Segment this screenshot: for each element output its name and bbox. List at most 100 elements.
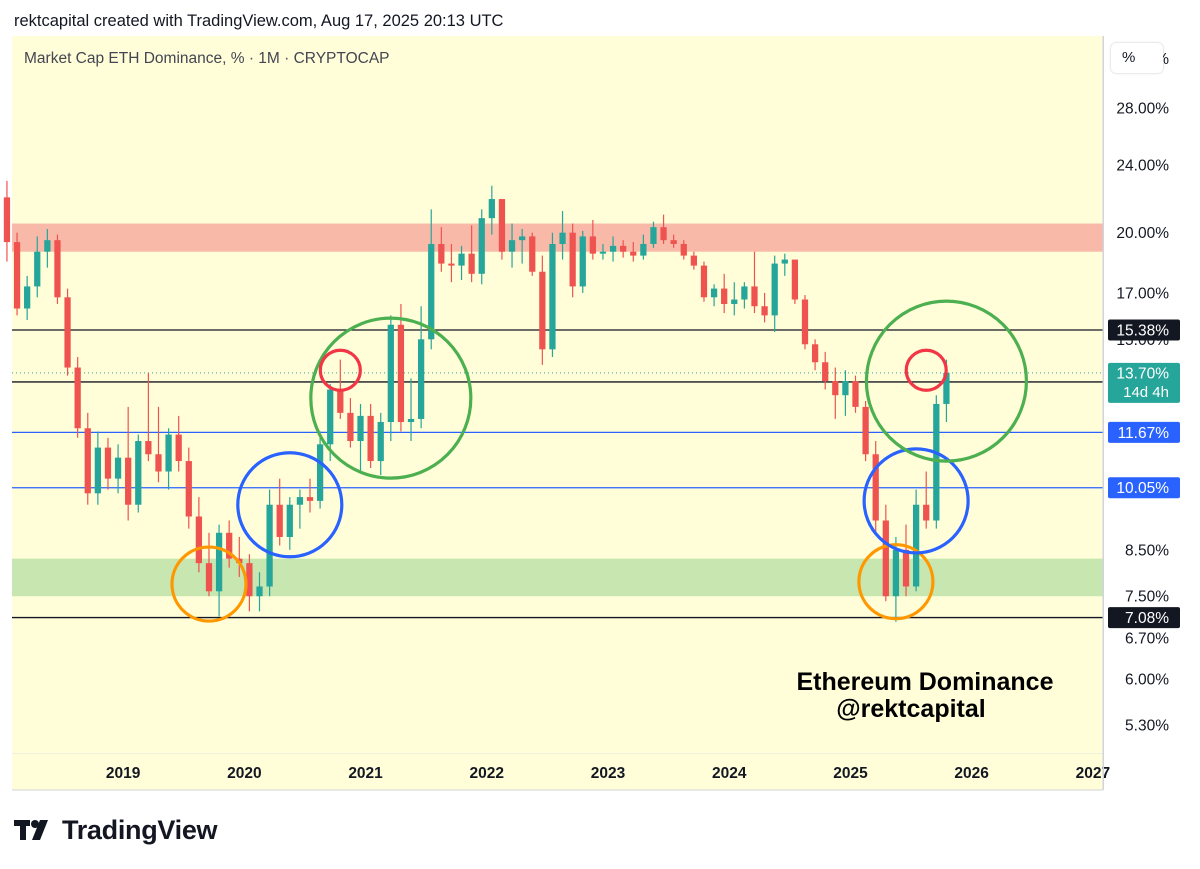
candle-body [902, 549, 910, 587]
candle-body [559, 232, 566, 244]
candle-body [731, 299, 738, 304]
current-price-box [1108, 362, 1180, 403]
candle [165, 428, 172, 490]
candle-body [650, 227, 657, 244]
x-tick-label: 2021 [348, 765, 383, 782]
candle-body [751, 286, 758, 307]
x-tick-label: 2027 [1076, 765, 1110, 782]
tradingview-logo: TradingView [14, 812, 218, 848]
candle-body [377, 422, 384, 462]
candle [175, 415, 182, 472]
price-label-box [1108, 421, 1180, 443]
blue-circle-5 [862, 447, 970, 555]
candle-body [539, 271, 546, 350]
candle [781, 253, 788, 276]
candle [54, 234, 61, 304]
x-tick-label: 2019 [106, 765, 141, 782]
price-label-box [1108, 319, 1180, 341]
candle-body [690, 255, 698, 266]
candle [882, 504, 889, 602]
candle [660, 214, 667, 244]
candle-body [94, 447, 101, 494]
candle [145, 372, 152, 462]
candle [569, 223, 576, 298]
price-label-text: 7.08% [1125, 610, 1169, 627]
candle [710, 284, 718, 307]
support-zone [12, 558, 1103, 597]
candle-body [933, 403, 940, 521]
candle-body [670, 240, 677, 244]
price-label-text: 10.05% [1116, 480, 1169, 497]
candle [902, 524, 910, 597]
candle-body [488, 199, 495, 219]
candle-body [175, 434, 182, 462]
candle-body [569, 232, 576, 287]
annotation-title: Ethereum Dominance [796, 668, 1053, 696]
y-tick-label: 20.00% [1116, 225, 1169, 242]
price-labels-layer: 15.38%13.37%11.67%10.05%7.08%13.70%14d 4… [1108, 319, 1180, 629]
candle-body [246, 563, 253, 597]
y-tick-label: 28.00% [1116, 100, 1169, 117]
candle [892, 536, 900, 622]
candle-body [34, 251, 41, 287]
candle-body [155, 454, 162, 472]
candle-body [347, 412, 354, 442]
candle-body [266, 504, 273, 587]
candle-body [286, 504, 293, 537]
candle [74, 357, 81, 438]
candle [852, 375, 859, 413]
x-axis: 2019 2020 2021 2022 2023 2024 2025 2026 2027 [12, 36, 1110, 791]
candle [296, 489, 304, 529]
candle-body [357, 415, 364, 442]
tradingview-wordmark: TradingView [62, 814, 218, 845]
resistance-zone [12, 223, 1103, 252]
chart-header-caption: rektcapital created with TradingView.com… [14, 12, 504, 30]
candle [620, 240, 627, 258]
candle-body [337, 389, 344, 413]
candle [832, 367, 839, 419]
candle [94, 431, 101, 505]
candle-body [842, 381, 849, 396]
candle-body [3, 197, 11, 243]
candle [215, 524, 223, 617]
price-label-text: 15.38% [1116, 323, 1169, 340]
x-tick-label: 2022 [470, 765, 504, 782]
candle-body [599, 251, 607, 254]
candle-body [114, 457, 122, 479]
green-circle-6 [864, 299, 1029, 463]
candle [226, 520, 233, 568]
candle-body [226, 532, 233, 559]
annotation-circles-layer [170, 299, 1029, 623]
plot-background [12, 36, 1103, 754]
y-tick-label: 5.30% [1125, 717, 1169, 734]
candle [761, 292, 768, 323]
candle-body [822, 362, 829, 382]
candle-body [205, 563, 213, 592]
candle [811, 339, 819, 371]
candle [44, 228, 51, 268]
candle-body [498, 199, 506, 252]
candle [407, 378, 415, 442]
current-price-text: 13.70% [1116, 365, 1169, 382]
candle [397, 303, 405, 432]
y-axis-separator [1103, 36, 1104, 790]
candle-body [852, 381, 859, 407]
candle [609, 236, 617, 262]
scale-toggle-button[interactable]: % [1111, 43, 1163, 73]
candle-body [125, 457, 132, 505]
tradingview-logo-icon [14, 820, 48, 840]
red-circle-3 [318, 348, 362, 392]
red-circle-7 [904, 348, 948, 392]
candle-body [276, 504, 283, 537]
candle-body [215, 532, 223, 592]
candle-body [943, 372, 950, 404]
candle [266, 489, 273, 597]
symbol-title: Market Cap ETH Dominance, % · 1M · CRYPT… [24, 50, 390, 67]
x-tick-label: 2023 [591, 765, 626, 782]
candle [135, 434, 142, 513]
x-tick-label: 2024 [712, 765, 747, 782]
candle-body [700, 265, 708, 298]
price-label-text: 11.67% [1118, 425, 1170, 442]
candle [276, 478, 283, 546]
